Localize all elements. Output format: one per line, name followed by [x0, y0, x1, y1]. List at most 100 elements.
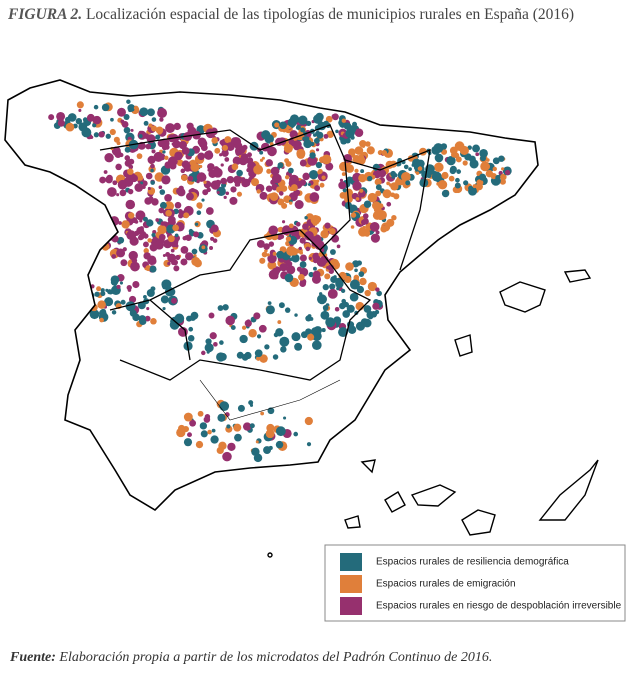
source-text: Elaboración propia a partir de los micro…: [59, 650, 493, 665]
municipality-patch: [105, 175, 113, 184]
municipality-patch: [113, 136, 120, 143]
municipality-patch: [111, 310, 117, 315]
municipality-patch: [304, 230, 314, 241]
municipality-patch: [241, 177, 246, 182]
municipality-patch: [115, 163, 122, 171]
municipality-patch: [300, 127, 306, 133]
municipality-patch: [78, 108, 82, 112]
municipality-patch: [148, 123, 153, 128]
municipality-patch: [456, 169, 462, 174]
municipality-patch: [226, 424, 231, 429]
municipality-patch: [317, 170, 322, 175]
municipality-patch: [390, 170, 396, 177]
municipality-patch: [375, 287, 380, 292]
municipality-patch: [363, 200, 372, 208]
municipality-patch: [462, 160, 468, 166]
municipality-patch: [234, 433, 242, 442]
municipality-patch: [335, 129, 339, 134]
municipality-patch: [151, 117, 157, 122]
municipality-patch: [308, 256, 312, 260]
municipality-patch: [172, 140, 181, 149]
municipality-patch: [242, 422, 252, 431]
municipality-patch: [339, 161, 349, 172]
municipality-patch: [408, 167, 412, 171]
municipality-patch: [304, 216, 308, 220]
municipality-patch: [261, 251, 268, 258]
municipality-patch: [375, 190, 382, 197]
municipality-patch: [299, 237, 306, 244]
municipality-patch: [504, 169, 511, 176]
municipality-patch: [277, 162, 284, 169]
municipality-patch: [151, 149, 156, 154]
municipality-patch: [284, 175, 290, 180]
municipality-patch: [101, 103, 110, 112]
municipality-patch: [440, 143, 448, 150]
municipality-patch: [395, 178, 403, 186]
municipality-patch: [431, 171, 442, 182]
municipality-patch: [441, 171, 449, 180]
municipality-patch: [112, 180, 118, 186]
municipality-patch: [160, 295, 169, 304]
municipality-patch: [285, 236, 292, 242]
municipality-patch: [479, 149, 488, 158]
municipality-patch: [187, 432, 192, 438]
municipality-patch: [280, 346, 287, 353]
municipality-patch: [354, 128, 364, 137]
municipality-patch: [216, 190, 220, 195]
municipality-patch: [293, 431, 299, 437]
municipality-patch: [111, 146, 121, 156]
municipality-patch: [204, 413, 211, 420]
municipality-patch: [100, 291, 106, 297]
municipality-patch: [355, 301, 365, 311]
municipality-patch: [316, 257, 327, 267]
municipality-patch: [197, 152, 206, 161]
source: Fuente: Elaboración propia a partir de l…: [10, 650, 492, 666]
municipality-patch: [451, 152, 457, 158]
municipality-patch: [260, 411, 265, 416]
municipality-patch: [378, 215, 383, 220]
municipality-patch: [317, 294, 327, 305]
municipality-patch: [492, 157, 500, 165]
municipality-patch: [236, 169, 243, 177]
municipality-patch: [370, 233, 380, 243]
municipality-patch: [224, 157, 230, 162]
municipality-patch: [268, 241, 275, 247]
municipality-patch: [153, 151, 164, 162]
municipality-patch: [299, 159, 307, 167]
municipality-patch: [227, 442, 236, 452]
municipality-patch: [128, 108, 132, 113]
municipality-patch: [325, 115, 333, 123]
municipality-patch: [99, 176, 107, 184]
municipality-patch: [355, 197, 360, 201]
municipality-patch: [330, 249, 336, 255]
municipality-patch: [196, 202, 203, 209]
municipality-patch: [313, 258, 319, 264]
municipality-patch: [283, 416, 287, 420]
municipality-patch: [138, 315, 147, 323]
municipality-patch: [116, 248, 126, 258]
municipality-patch: [162, 150, 166, 154]
municipality-patch: [319, 182, 325, 188]
municipality-patch: [310, 215, 321, 225]
municipality-patch: [219, 153, 223, 157]
municipality-patch: [83, 296, 93, 307]
municipality-patch: [419, 178, 429, 188]
municipality-patch: [449, 165, 457, 173]
municipality-patch: [344, 137, 351, 144]
municipality-patch: [158, 207, 165, 214]
municipality-patch: [180, 246, 189, 254]
municipality-patch: [222, 304, 229, 311]
municipality-patch: [128, 295, 137, 304]
municipality-patch: [253, 164, 264, 175]
municipality-patch: [103, 170, 108, 174]
municipality-patch: [178, 140, 187, 150]
municipality-patch: [157, 242, 164, 249]
municipality-patch: [289, 201, 293, 205]
municipality-patch: [127, 188, 134, 195]
municipality-patch: [381, 149, 388, 156]
municipality-patch: [315, 148, 320, 152]
municipality-patch: [259, 354, 268, 363]
figure-title: FIGURA 2. Localización espacial de las t…: [8, 6, 574, 24]
municipality-patch: [143, 294, 147, 299]
municipality-patch: [363, 305, 372, 313]
